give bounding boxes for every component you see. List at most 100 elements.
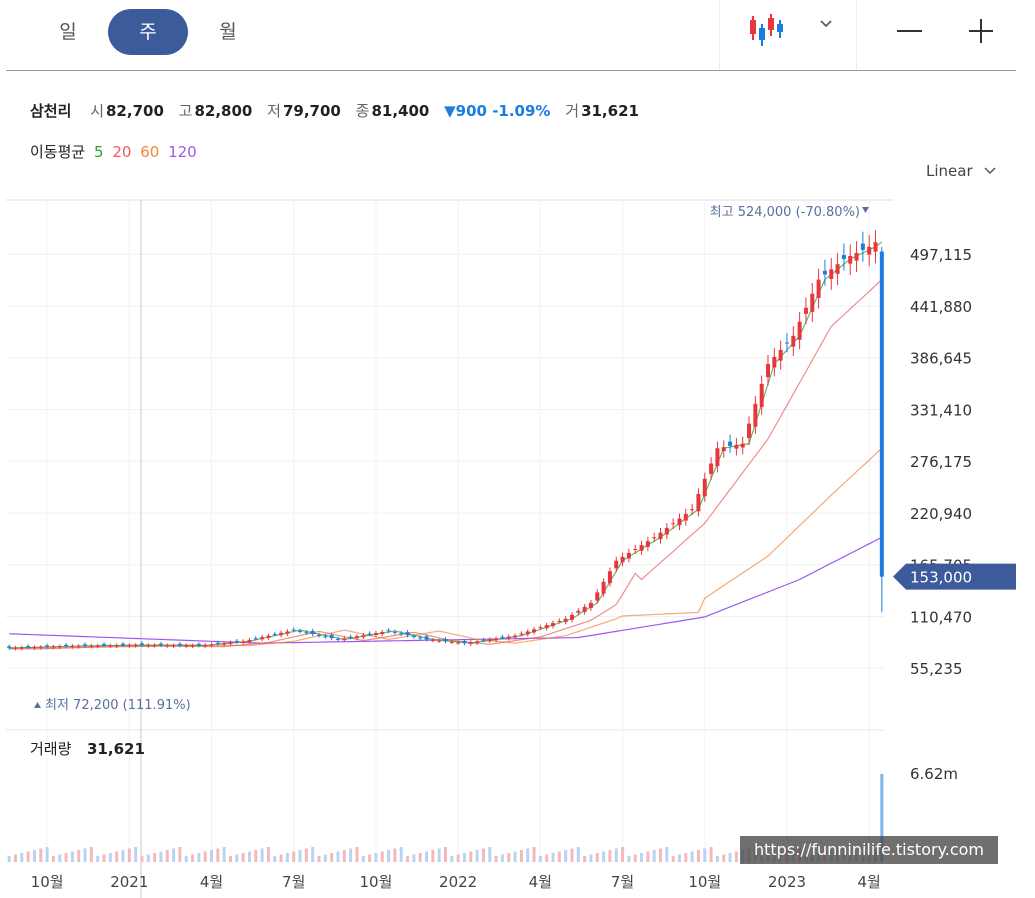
candle-body	[57, 646, 62, 648]
candle-body	[158, 643, 163, 646]
candle-body	[127, 645, 132, 647]
volume-bar	[488, 847, 492, 862]
candle-body	[411, 636, 416, 638]
scale-label: Linear	[926, 162, 973, 180]
chevron-down-icon	[984, 167, 996, 175]
chevron-down-icon[interactable]	[818, 16, 834, 32]
candle-body	[576, 610, 581, 613]
volume-bar	[361, 856, 365, 862]
volume-bar	[140, 856, 144, 862]
candle-body	[873, 242, 878, 252]
ma5-line	[9, 241, 883, 649]
candle-body	[487, 639, 492, 642]
candle-body	[424, 636, 429, 640]
toolbar-divider	[6, 70, 1016, 71]
candle-body	[430, 640, 435, 642]
candle-body	[234, 640, 239, 642]
candles	[7, 230, 884, 651]
volume-bar	[102, 854, 106, 862]
close-price: 81,400	[371, 102, 430, 120]
volume-bar	[172, 848, 176, 862]
down-triangle-icon	[862, 207, 869, 213]
volume-bar	[393, 848, 397, 862]
candle-body	[95, 645, 100, 647]
y-tick-label: 220,940	[910, 505, 972, 523]
candle-body	[139, 643, 144, 646]
zoom-out-button[interactable]	[895, 18, 925, 44]
volume-bar	[159, 851, 163, 862]
volume-bar	[368, 854, 372, 862]
ma120-label: 120	[168, 143, 197, 161]
volume-bar	[374, 853, 378, 862]
volume-bar	[659, 848, 663, 862]
top-toolbar: 일 주 월	[0, 0, 1035, 70]
volume-bar	[96, 856, 100, 862]
candle-body	[816, 279, 821, 298]
volume-bar	[608, 850, 612, 862]
price-change: ▼900 -1.09%	[444, 102, 551, 120]
volume-bar	[532, 847, 536, 862]
candle-body	[310, 630, 315, 635]
volume-bar	[323, 854, 327, 862]
tab-day[interactable]: 일	[59, 21, 77, 43]
volume-bar	[684, 853, 688, 862]
volume-bar	[412, 854, 416, 862]
volume-bar	[456, 854, 460, 862]
x-tick-label: 4월	[200, 873, 223, 891]
candle-body	[361, 635, 366, 638]
candle-body	[715, 448, 720, 467]
candle-body	[462, 640, 467, 644]
volume-bar	[260, 848, 264, 862]
candle-body	[639, 545, 644, 551]
scale-selector[interactable]: Linear	[926, 162, 997, 180]
volume-bar	[425, 851, 429, 862]
candle-body	[709, 463, 714, 474]
candle-body	[342, 638, 347, 641]
candle-body	[601, 581, 606, 594]
volume-bar	[355, 847, 359, 862]
candle-body	[854, 252, 859, 261]
candle-body	[860, 243, 865, 250]
volume-bar	[146, 854, 150, 862]
candle-body	[437, 640, 442, 642]
candlestick-icon[interactable]	[748, 12, 788, 48]
candle-body	[13, 647, 18, 649]
volume-bar	[64, 853, 68, 862]
candle-body	[190, 645, 195, 647]
candle-body	[551, 623, 556, 627]
volume-bar	[39, 848, 43, 862]
candle-body	[108, 645, 113, 647]
volume-bar	[45, 847, 49, 862]
candle-body	[449, 641, 454, 643]
volume-bar	[134, 847, 138, 862]
candle-body	[538, 627, 543, 629]
current-price-label: 153,000	[910, 569, 972, 587]
candle-body	[266, 635, 271, 638]
zoom-in-button[interactable]	[966, 16, 996, 46]
candle-body	[298, 630, 303, 632]
tab-week[interactable]: 주	[108, 9, 188, 55]
volume-bar	[469, 851, 473, 862]
volume-bar	[500, 854, 504, 862]
ma20-label: 20	[112, 143, 132, 161]
tab-month[interactable]: 월	[219, 21, 237, 43]
candle-body	[348, 636, 353, 638]
volume-bar	[481, 848, 485, 862]
moving-average-legend: 이동평균 5 20 60 120	[30, 141, 201, 162]
candle-body	[19, 647, 24, 649]
candle-body	[399, 633, 404, 635]
ma120-line	[9, 536, 883, 644]
volume-bar	[197, 853, 201, 862]
volume-bar	[228, 856, 232, 862]
candle-body	[171, 645, 176, 647]
ma-label: 이동평균	[30, 143, 86, 161]
volume-bar	[317, 856, 321, 862]
low-price: 79,700	[282, 102, 341, 120]
candle-body	[867, 246, 872, 255]
candle-body	[759, 383, 764, 407]
candle-body	[607, 571, 612, 584]
candle-body	[513, 635, 518, 638]
volume-pane-value: 31,621	[87, 740, 145, 758]
volume-bar	[26, 851, 30, 862]
